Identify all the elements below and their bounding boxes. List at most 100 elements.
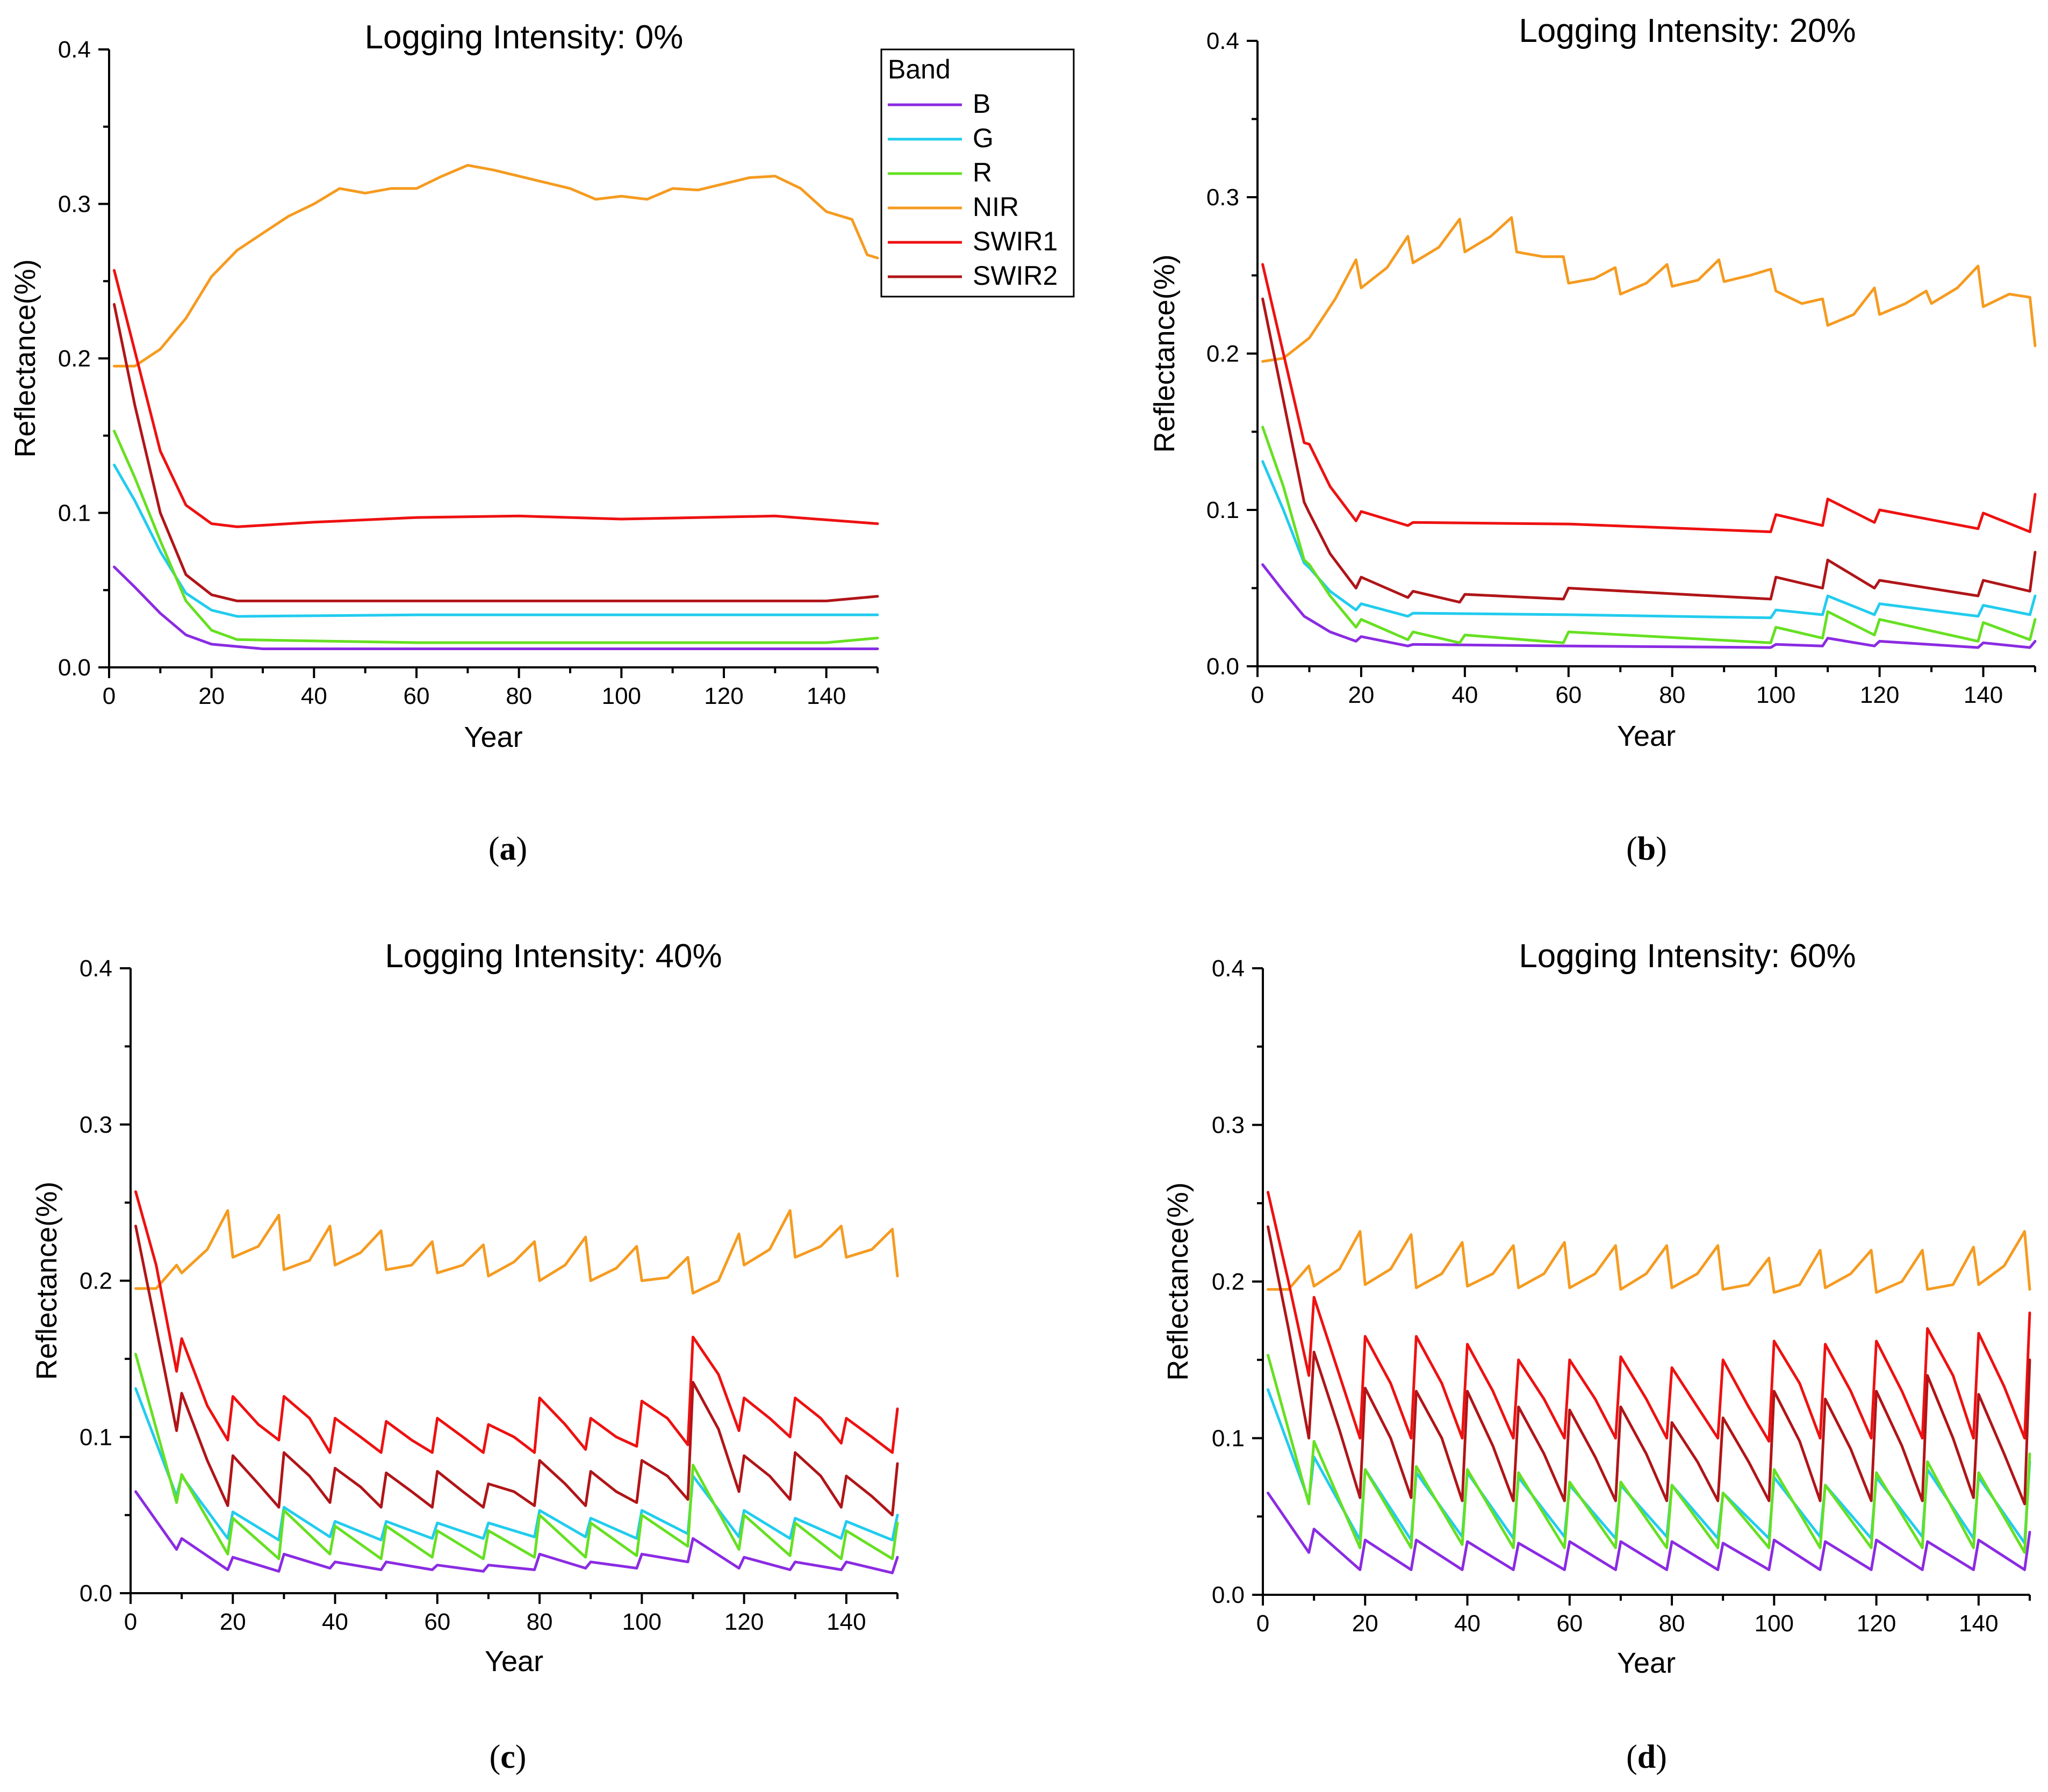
x-axis-title: Year: [1617, 1647, 1676, 1679]
panel-caption: (d): [1626, 1739, 1667, 1775]
x-tick-label: 80: [1659, 1610, 1685, 1637]
x-tick-label: 60: [404, 683, 430, 709]
y-axis-title: Reflectance(%): [1162, 1182, 1194, 1380]
y-tick-label: 0.0: [80, 1580, 112, 1607]
series-line-swir2: [134, 1225, 899, 1517]
x-tick-label: 40: [1454, 1610, 1481, 1637]
panel-title: Logging Intensity: 60%: [1519, 938, 1856, 975]
x-tick-label: 100: [622, 1609, 662, 1635]
series-line-b: [1267, 1492, 2031, 1571]
y-tick-label: 0.0: [58, 654, 91, 681]
x-axis-title: Year: [464, 721, 522, 753]
y-tick-label: 0.3: [1212, 1112, 1245, 1139]
y-tick-label: 0.0: [1206, 653, 1239, 680]
caption-paren-close: ): [516, 831, 528, 867]
y-tick-label: 0.3: [1206, 184, 1239, 211]
x-tick-label: 20: [1352, 1610, 1378, 1637]
x-tick-label: 120: [704, 683, 743, 709]
y-tick-label: 0.2: [1206, 341, 1239, 367]
y-tick-label: 0.1: [80, 1424, 112, 1450]
legend-title: Band: [888, 54, 951, 84]
series-line-nir: [1261, 216, 2037, 363]
y-axis-title: Reflectance(%): [31, 1182, 63, 1380]
y-tick-label: 0.1: [58, 500, 91, 527]
x-tick-label: 60: [1556, 1610, 1583, 1637]
series-line-b: [113, 565, 879, 650]
x-tick-label: 100: [1756, 682, 1795, 708]
series-line-swir2: [1267, 1225, 2031, 1506]
series-line-r: [1261, 426, 2037, 644]
panel-b: 0 20 40 60 80 100 120 140 0.0 0.1 0.2 0.3 0.4 Year Ref…: [1148, 12, 2037, 867]
panel-title: Logging Intensity: 40%: [385, 938, 722, 975]
x-tick-label: 140: [807, 683, 846, 709]
y-axis-title: Reflectance(%): [1148, 254, 1181, 452]
legend-label-b: B: [973, 89, 990, 119]
x-tick-label: 20: [1348, 682, 1374, 708]
caption-letter: a: [500, 831, 516, 867]
y-tick-label: 0.1: [1206, 497, 1239, 523]
x-tick-label: 20: [198, 683, 225, 709]
y-tick-label: 0.2: [1212, 1269, 1245, 1295]
y-tick-label: 0.3: [58, 191, 91, 218]
caption-paren-close: ): [1656, 831, 1667, 867]
caption-letter: d: [1637, 1739, 1656, 1775]
series-line-g: [1261, 460, 2037, 620]
y-tick-label: 0.2: [58, 346, 91, 372]
y-tick-label: 0.4: [80, 955, 112, 982]
legend-label-nir: NIR: [973, 192, 1019, 222]
caption-paren-open: (: [490, 1739, 501, 1775]
series-line-nir: [1267, 1230, 2031, 1294]
panel-c: 0 20 40 60 80 100 120 140 0.0 0.1 0.2 0.3 0.4 Year Ref…: [31, 938, 899, 1775]
series-line-nir: [134, 1209, 899, 1295]
series-line-nir: [113, 164, 879, 368]
x-axis-title: Year: [1617, 720, 1676, 752]
y-tick-label: 0.2: [80, 1268, 112, 1294]
x-tick-label: 0: [1251, 682, 1264, 708]
y-tick-label: 0.4: [58, 37, 91, 63]
caption-letter: c: [500, 1739, 515, 1775]
panel-caption: (b): [1626, 831, 1667, 867]
legend-label-swir1: SWIR1: [973, 226, 1058, 256]
legend-label-swir2: SWIR2: [973, 261, 1058, 291]
x-tick-label: 140: [1964, 682, 2003, 708]
x-tick-label: 0: [103, 683, 116, 709]
series-line-g: [113, 463, 879, 618]
x-tick-label: 60: [424, 1609, 450, 1635]
x-tick-label: 140: [827, 1609, 866, 1635]
series-line-r: [134, 1352, 899, 1560]
x-tick-label: 120: [1857, 1610, 1896, 1637]
panel-d: 0 20 40 60 80 100 120 140 0.0 0.1 0.2 0.3 0.4 Year Ref…: [1162, 938, 2031, 1775]
y-tick-label: 0.4: [1212, 955, 1245, 982]
panel-caption: (a): [488, 831, 527, 867]
series-line-swir1: [134, 1190, 899, 1454]
legend-label-r: R: [973, 157, 992, 188]
series-line-swir1: [1267, 1191, 2031, 1443]
panel-a: 0 20 40 60 80 100 120 140 0.0 0.1 0.2 0.3 0.4 Year Ref…: [9, 19, 1075, 867]
x-axis-title: Year: [485, 1645, 543, 1678]
x-tick-label: 20: [220, 1609, 246, 1635]
caption-paren-open: (: [488, 831, 500, 867]
x-tick-label: 0: [1256, 1610, 1269, 1637]
x-tick-label: 140: [1959, 1610, 1998, 1637]
x-tick-label: 40: [301, 683, 327, 709]
x-tick-label: 80: [506, 683, 532, 709]
panel-title: Logging Intensity: 0%: [365, 19, 684, 56]
x-tick-label: 100: [602, 683, 641, 709]
caption-paren-close: ): [1656, 1739, 1667, 1775]
legend-label-g: G: [973, 123, 994, 153]
panel-caption: (c): [490, 1739, 527, 1775]
y-tick-label: 0.1: [1212, 1426, 1245, 1452]
series-line-swir1: [1261, 263, 2037, 534]
legend: Band BGR NIR SWIR1 SWIR2: [880, 48, 1075, 298]
x-tick-label: 120: [1860, 682, 1899, 708]
series-line-r: [1267, 1354, 2031, 1554]
caption-paren-open: (: [1626, 1739, 1637, 1775]
y-tick-label: 0.4: [1206, 28, 1239, 54]
series-line-swir2: [1261, 297, 2037, 604]
series-line-g: [134, 1387, 899, 1542]
y-tick-label: 0.0: [1212, 1582, 1245, 1608]
caption-paren-open: (: [1626, 831, 1637, 867]
x-tick-label: 80: [527, 1609, 553, 1635]
